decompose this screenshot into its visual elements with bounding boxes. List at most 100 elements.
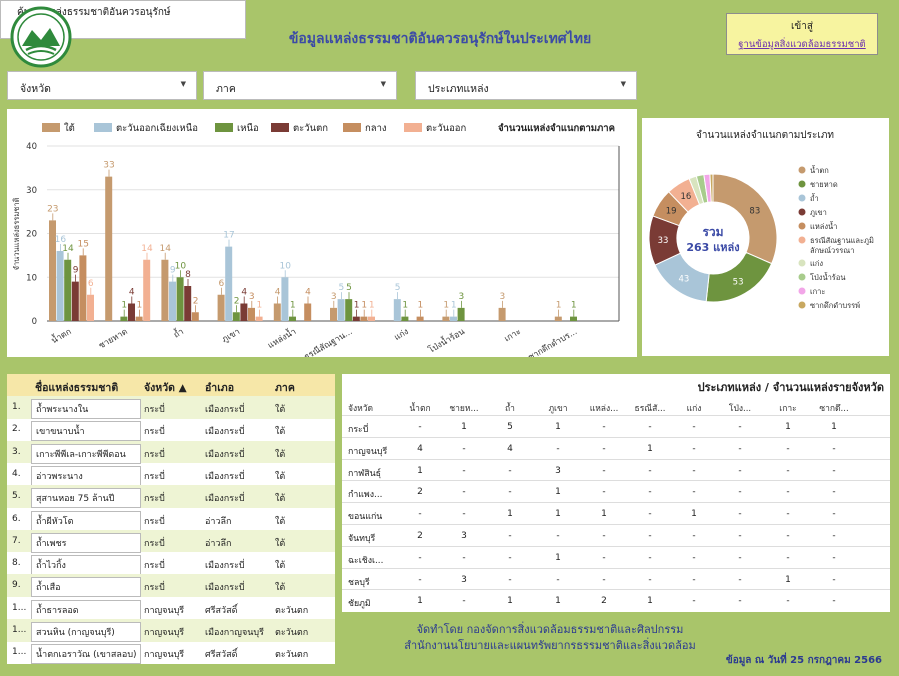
bar[interactable] <box>345 299 353 321</box>
bar[interactable] <box>442 316 450 321</box>
table-row[interactable]: 8. ถ้ำไวกิ้ง กระบี่ เมืองกระบี่ ใต้ <box>7 552 335 576</box>
bar[interactable] <box>570 316 577 321</box>
table-row[interactable]: 1... สวนหิน (กาญจนบุรี) กาญจนบุรี เมืองกาญจ… <box>7 619 335 642</box>
bar[interactable] <box>330 307 337 321</box>
region-dropdown[interactable]: ภาค ▼ <box>203 71 397 100</box>
pivot-col-header[interactable]: ธรณีสั... <box>634 404 666 414</box>
table-row[interactable]: 3. เกาะพีพีเล-เกาะพีพีดอน กระบี่ เมืองกระบี… <box>7 440 335 464</box>
bar[interactable] <box>184 286 192 321</box>
bar[interactable] <box>360 316 368 321</box>
legend-item[interactable]: ตะวันออกเฉียงเหนือ <box>94 122 198 134</box>
bar[interactable] <box>87 294 94 321</box>
bar[interactable] <box>401 316 409 321</box>
bar[interactable] <box>248 307 255 321</box>
table-row[interactable]: 4. อ่าวพระนาง กระบี่ เมืองกระบี่ ใต้ <box>7 463 335 486</box>
pie-legend-item[interactable]: แก่ง <box>798 259 824 268</box>
bar[interactable] <box>105 176 113 321</box>
pie-legend-item[interactable]: ซากดึกดำบรรพ์ <box>798 301 861 310</box>
legend-swatch <box>404 123 422 132</box>
database-link-box[interactable]: เข้าสู่ ฐานข้อมูลสิ่งแวดล้อมธรรมชาติ <box>726 13 878 55</box>
pivot-col-header[interactable]: น้ำตก <box>409 404 431 414</box>
pie-legend-item[interactable]: ถ้ำ <box>798 193 819 203</box>
source-type-dropdown[interactable]: ประเภทแหล่ง ▼ <box>415 71 637 100</box>
col-header-region[interactable]: ภาค <box>275 382 295 394</box>
table-row[interactable]: 1... น้ำตกเอราวัณ (เขาสลอบ) กาญจนบุรี ศรีสว… <box>7 641 335 665</box>
table-row[interactable]: 7. ถ้ำเพชร กระบี่ อ่าวลึก ใต้ <box>7 529 335 553</box>
bar[interactable] <box>217 294 225 321</box>
pie-legend-item[interactable]: ภูเขา <box>798 208 827 217</box>
bar[interactable] <box>71 281 79 321</box>
bar[interactable] <box>498 307 506 321</box>
legend-item[interactable]: ตะวันออก <box>404 123 467 134</box>
table-row[interactable]: 1. ถ้ำพระนางใน กระบี่ เมืองกระบี่ ใต้ <box>7 396 335 419</box>
pie-legend-label: ลักษณ์วรรณา <box>810 246 854 255</box>
site-name: อ่าวพระนาง <box>31 465 141 486</box>
bar[interactable] <box>64 259 72 321</box>
bar[interactable] <box>56 251 64 321</box>
bar[interactable] <box>416 316 424 321</box>
bar[interactable] <box>255 316 263 321</box>
bar[interactable] <box>554 316 562 321</box>
bar[interactable] <box>273 303 281 322</box>
pivot-col-header[interactable]: โป่ง... <box>728 404 752 414</box>
pivot-col-header[interactable]: ภูเขา <box>548 404 568 414</box>
province-dropdown[interactable]: จังหวัด ▼ <box>7 71 197 100</box>
bar[interactable] <box>337 299 345 321</box>
bar[interactable] <box>352 316 360 321</box>
pivot-col-header[interactable]: เกาะ <box>779 404 797 414</box>
table-row[interactable]: 2. เขาขนาบน้ำ กระบี่ เมืองกระบี่ ใต้ <box>7 418 335 442</box>
pivot-col-header[interactable]: ชายห... <box>449 404 479 414</box>
bar[interactable] <box>176 277 184 321</box>
bar[interactable] <box>393 299 401 321</box>
legend-item[interactable]: ใต้ <box>42 122 75 134</box>
bar[interactable] <box>135 316 143 321</box>
bar[interactable] <box>289 316 296 321</box>
bar[interactable] <box>128 303 135 322</box>
legend-item[interactable]: เหนือ <box>215 123 259 134</box>
pie-legend-dot <box>798 180 806 188</box>
bar[interactable] <box>225 246 233 321</box>
bar-data-label: 8 <box>185 270 191 280</box>
database-link[interactable]: ฐานข้อมูลสิ่งแวดล้อมธรรมชาติ <box>738 39 866 50</box>
bar-data-label: 5 <box>339 283 345 293</box>
bar[interactable] <box>120 316 128 321</box>
bar[interactable] <box>240 303 248 322</box>
link-heading: เข้าสู่ <box>791 21 813 32</box>
bar[interactable] <box>143 259 151 321</box>
col-header-province[interactable]: จังหวัด ▲ <box>144 382 187 394</box>
pivot-col-header[interactable]: แหล่ง... <box>589 404 619 414</box>
pivot-col-header[interactable]: ถ้ำ <box>505 404 515 414</box>
bar[interactable] <box>304 303 312 322</box>
bar[interactable] <box>232 312 240 321</box>
pivot-col-header[interactable]: ซากดึ... <box>819 404 849 414</box>
bar[interactable] <box>169 281 176 321</box>
site-name: ถ้ำธารลอด <box>31 599 141 620</box>
legend-item[interactable]: กลาง <box>343 123 387 134</box>
bar[interactable] <box>450 316 457 321</box>
bar[interactable] <box>281 277 289 321</box>
legend-item[interactable]: ตะวันตก <box>271 123 328 134</box>
pie-legend-item[interactable]: น้ำตก <box>798 165 829 175</box>
col-header-name[interactable]: ชื่อแหล่งธรรมชาติ <box>35 382 119 394</box>
pie-legend-item[interactable]: ชายหาด <box>798 180 838 189</box>
bar[interactable] <box>49 220 56 321</box>
pie-slice[interactable] <box>709 173 714 203</box>
pie-legend-item[interactable]: ธรณีสัณฐานและภูมิลักษณ์วรรณา <box>798 236 874 255</box>
bar[interactable] <box>191 312 199 321</box>
pie-legend-item[interactable]: เกาะ <box>798 287 826 296</box>
site-district: เมืองกระบี่ <box>205 583 245 594</box>
col-header-district[interactable]: อำเภอ <box>205 382 235 394</box>
bar[interactable] <box>79 255 87 321</box>
table-row[interactable]: 1... ถ้ำธารลอด กาญจนบุรี ศรีสวัสดิ์ ตะวันตก <box>7 597 335 620</box>
bar[interactable] <box>161 259 169 321</box>
pivot-cell: - <box>602 487 606 498</box>
pie-slice[interactable] <box>712 173 778 265</box>
pie-legend-item[interactable]: โป่งน้ำร้อน <box>798 272 846 282</box>
table-row[interactable]: 9. ถ้ำเสือ กระบี่ เมืองกระบี่ ใต้ <box>7 574 335 598</box>
pivot-col-header[interactable]: แก่ง <box>686 404 702 414</box>
table-row[interactable]: 5. สุสานหอย 75 ล้านปี กระบี่ เมืองกระบี่ ใต้ <box>7 485 335 509</box>
bar[interactable] <box>368 316 375 321</box>
pie-legend-item[interactable]: แหล่งน้ำ <box>798 221 838 231</box>
bar[interactable] <box>457 307 465 321</box>
table-row[interactable]: 6. ถ้ำผีหัวโต กระบี่ อ่าวลึก ใต้ <box>7 508 335 531</box>
